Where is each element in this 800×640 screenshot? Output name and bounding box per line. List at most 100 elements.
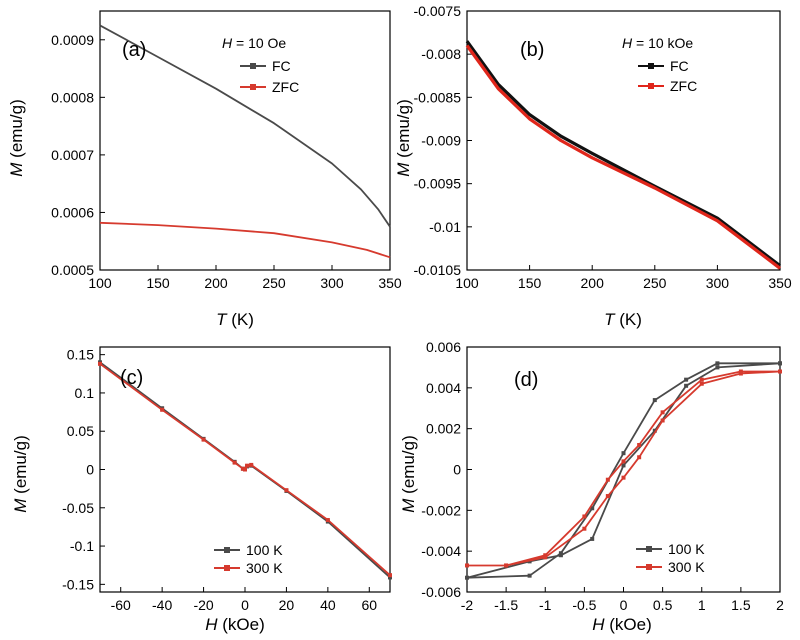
panel-a-label: (a) — [122, 39, 146, 61]
panel-d-series-2-point — [637, 455, 642, 460]
panel-d-series-2-point — [605, 494, 610, 499]
panel-b-x-tick-label: 100 — [455, 275, 479, 291]
panel-d-series-2-line — [466, 370, 781, 567]
panel-d-x-axis-title: H (kOe) — [592, 615, 652, 634]
panel-d-series-1-point — [465, 575, 469, 580]
panel-d-series-2-point — [637, 443, 642, 447]
panel-d-series-2-point — [621, 459, 626, 464]
panel-c-legend-100k-label: 100 K — [246, 542, 283, 558]
panel-d-y-tick-label: -0.004 — [421, 543, 461, 559]
panel-b: 100 150 200 250 300 350 -0.0105 -0.01 -0.0095 -0.… — [394, 3, 792, 329]
panel-a-x-tick-label: 200 — [204, 275, 228, 291]
panel-b-x-tick-label: 150 — [518, 275, 542, 291]
panel-a-x-tick-label: 150 — [146, 275, 170, 291]
panel-b-x-tick-label: 250 — [643, 275, 667, 291]
panel-a: 100 150 200 250 300 350 0.0005 0.0006 0.0007 0.00… — [7, 10, 402, 329]
panel-a-x-tick-label: 250 — [262, 275, 286, 291]
panel-d-series-2-point — [778, 369, 782, 374]
panel-c-y-tick-label: 0.05 — [67, 423, 94, 439]
panel-c-x-tick-label: -20 — [193, 597, 213, 613]
panel-a-y-tick-label: 0.0008 — [51, 89, 94, 105]
panel-b-y-axis-title: M (emu/g) — [394, 99, 413, 176]
panel-c-series-2-point — [284, 488, 289, 493]
panel-d-series-1-point — [652, 428, 657, 433]
panel-b-y-tick-label: -0.01 — [429, 219, 461, 235]
panel-b-series-2-line — [465, 44, 781, 270]
panel-c-legend-300k-marker — [224, 565, 230, 571]
panel-c-x-tick-label: 40 — [320, 597, 336, 613]
panel-b-condition: H = 10 kOe — [622, 35, 693, 51]
panel-c-series-2-point — [388, 573, 392, 578]
panel-d-y-tick-label: -0.006 — [421, 584, 461, 600]
panel-d-series-1-point — [558, 553, 563, 558]
panel-c-legend: 100 K 300 K — [214, 542, 283, 576]
panel-c-y-axis-title: M (emu/g) — [11, 435, 30, 512]
panel-d-x-tick-label: 2 — [776, 597, 784, 613]
panel-c-series-2-point — [245, 463, 250, 468]
panel-d-series-2-point — [504, 563, 509, 568]
panel-d-series-1-point — [684, 377, 689, 382]
panel-b-legend-fc-label: FC — [670, 58, 689, 74]
panel-b-x-axis-title: T (K) — [604, 310, 642, 329]
panel-d-y-tick-label: 0.006 — [426, 339, 461, 355]
panel-a-plot-area: 100 150 200 250 300 350 0.0005 0.0006 0.0007 0.00… — [51, 10, 402, 291]
panel-c-x-tick-label: -60 — [111, 597, 131, 613]
panel-d-legend-100k-marker — [646, 546, 652, 552]
panel-d-series-1-point — [590, 536, 595, 541]
panel-d-series-2-point — [465, 563, 469, 568]
panel-a-frame — [99, 10, 391, 271]
panel-b-y-tick-label: -0.0095 — [414, 176, 462, 192]
panel-b-label: (b) — [520, 39, 544, 61]
panel-d-series-2-point — [543, 555, 548, 560]
panel-d-y-tick-label: 0 — [453, 462, 461, 478]
panel-d-legend-300k-label: 300 K — [668, 559, 705, 575]
panel-d-x-tick-label: 0 — [620, 597, 628, 613]
panel-c-series-1-point — [388, 575, 392, 580]
panel-d-y-tick-label: 0.004 — [426, 380, 461, 396]
panel-b-y-tick-label: -0.0085 — [414, 89, 462, 105]
panel-c-y-tick-label: -0.05 — [62, 500, 94, 516]
panel-d-x-tick-label: -2 — [461, 597, 474, 613]
panel-d-legend-100k-label: 100 K — [668, 541, 705, 557]
panel-d-y-tick-label: -0.002 — [421, 502, 461, 518]
panel-b-legend-fc-marker — [648, 63, 654, 69]
panel-d-series-2-point — [605, 477, 610, 482]
panel-b-legend: FC ZFC — [638, 58, 697, 94]
panel-c-y-tick-label: -0.1 — [70, 538, 94, 554]
panel-a-x-tick-label: 300 — [320, 275, 344, 291]
panel-a-series-1-line — [99, 24, 391, 228]
panel-c-series-2-point — [240, 466, 245, 471]
panel-a-y-tick-label: 0.0009 — [51, 32, 94, 48]
panel-a-x-tick-label: 100 — [88, 275, 112, 291]
panel-d-y-tick-label: 0.002 — [426, 421, 461, 437]
panel-d-legend-300k-marker — [646, 564, 652, 570]
panel-d-series-2-point — [660, 410, 665, 415]
panel-d-series-1-point — [621, 451, 626, 456]
panel-b-legend-zfc-marker — [648, 83, 654, 89]
panel-d-series-2-point — [582, 526, 587, 531]
panel-d-series-2-point — [699, 377, 704, 382]
panel-c-series-2-point — [325, 518, 330, 523]
panel-d-x-tick-label: -0.5 — [572, 597, 596, 613]
panel-c-x-tick-label: -40 — [152, 597, 172, 613]
panel-b-legend-zfc-label: ZFC — [670, 78, 697, 94]
panel-a-legend-fc-marker — [250, 63, 256, 69]
panel-a-legend-fc-label: FC — [272, 58, 291, 74]
panel-d-series-1-point — [778, 361, 782, 366]
panel-d-series-1-point — [652, 398, 657, 403]
panel-d-series-1-point — [715, 361, 720, 366]
panel-d-series-2-point — [699, 381, 704, 386]
panel-d-series-1-line — [466, 362, 781, 579]
panel-d-x-tick-label: 1.5 — [731, 597, 751, 613]
panel-c-y-tick-label: 0 — [86, 462, 94, 478]
panel-a-y-tick-label: 0.0006 — [51, 204, 94, 220]
panel-d-series-1-point — [590, 506, 595, 511]
panel-d-series-1-point — [684, 383, 689, 388]
panel-c-y-tick-label: 0.1 — [75, 385, 95, 401]
panel-c-legend-300k-label: 300 K — [246, 560, 283, 576]
panel-a-y-tick-label: 0.0005 — [51, 262, 94, 278]
panel-d-series-1-point — [558, 551, 563, 556]
panel-a-series-2-line — [99, 221, 391, 259]
panel-d-y-axis-title: M (emu/g) — [399, 435, 418, 512]
